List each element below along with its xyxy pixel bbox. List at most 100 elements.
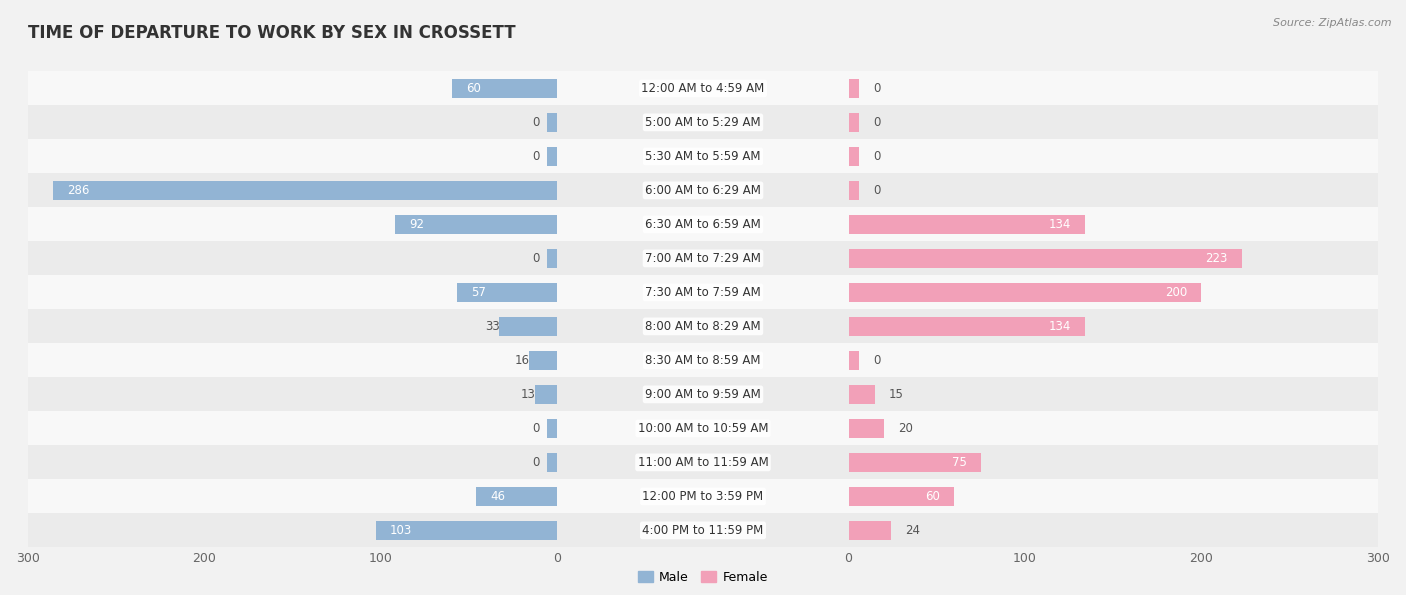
Bar bbox=[28, 173, 557, 208]
Bar bbox=[849, 317, 1085, 336]
Text: 0: 0 bbox=[873, 184, 880, 197]
Bar bbox=[28, 105, 557, 139]
Bar bbox=[849, 351, 859, 369]
Bar bbox=[557, 411, 849, 446]
Bar bbox=[849, 208, 1378, 242]
Text: 20: 20 bbox=[898, 422, 912, 435]
Bar bbox=[28, 275, 557, 309]
Text: 200: 200 bbox=[1166, 286, 1187, 299]
Bar bbox=[557, 242, 849, 275]
Text: 12:00 AM to 4:59 AM: 12:00 AM to 4:59 AM bbox=[641, 82, 765, 95]
Text: 0: 0 bbox=[533, 252, 540, 265]
Text: 8:00 AM to 8:29 AM: 8:00 AM to 8:29 AM bbox=[645, 320, 761, 333]
Text: 10:00 AM to 10:59 AM: 10:00 AM to 10:59 AM bbox=[638, 422, 768, 435]
Bar bbox=[557, 105, 849, 139]
Bar bbox=[547, 419, 557, 438]
Bar bbox=[557, 446, 849, 480]
Text: 60: 60 bbox=[925, 490, 941, 503]
Bar bbox=[557, 71, 849, 105]
Text: 0: 0 bbox=[533, 116, 540, 129]
Text: 6:00 AM to 6:29 AM: 6:00 AM to 6:29 AM bbox=[645, 184, 761, 197]
Bar bbox=[499, 317, 557, 336]
Text: 0: 0 bbox=[533, 422, 540, 435]
Text: 33: 33 bbox=[485, 320, 501, 333]
Bar bbox=[557, 377, 849, 411]
Bar bbox=[28, 377, 557, 411]
Text: 12:00 PM to 3:59 PM: 12:00 PM to 3:59 PM bbox=[643, 490, 763, 503]
Text: Source: ZipAtlas.com: Source: ZipAtlas.com bbox=[1274, 18, 1392, 28]
Bar bbox=[849, 487, 955, 506]
Text: 24: 24 bbox=[905, 524, 920, 537]
Text: 7:00 AM to 7:29 AM: 7:00 AM to 7:29 AM bbox=[645, 252, 761, 265]
Bar bbox=[849, 242, 1378, 275]
Text: 16: 16 bbox=[515, 354, 530, 367]
Text: 5:00 AM to 5:29 AM: 5:00 AM to 5:29 AM bbox=[645, 116, 761, 129]
Text: 223: 223 bbox=[1205, 252, 1227, 265]
Bar bbox=[28, 343, 557, 377]
Bar bbox=[28, 139, 557, 173]
Bar bbox=[28, 513, 557, 547]
Bar bbox=[849, 215, 1085, 234]
Bar bbox=[849, 113, 859, 131]
Bar bbox=[849, 480, 1378, 513]
Bar bbox=[529, 351, 557, 369]
Bar bbox=[451, 79, 557, 98]
Bar bbox=[849, 343, 1378, 377]
Bar bbox=[849, 105, 1378, 139]
Bar bbox=[53, 181, 557, 200]
Bar bbox=[477, 487, 557, 506]
Bar bbox=[28, 446, 557, 480]
Text: 11:00 AM to 11:59 AM: 11:00 AM to 11:59 AM bbox=[638, 456, 768, 469]
Bar bbox=[375, 521, 557, 540]
Text: 103: 103 bbox=[389, 524, 412, 537]
Bar bbox=[557, 139, 849, 173]
Bar bbox=[557, 208, 849, 242]
Bar bbox=[547, 113, 557, 131]
Bar bbox=[28, 411, 557, 446]
Bar bbox=[557, 480, 849, 513]
Bar bbox=[547, 249, 557, 268]
Text: 9:00 AM to 9:59 AM: 9:00 AM to 9:59 AM bbox=[645, 388, 761, 401]
Text: 92: 92 bbox=[409, 218, 425, 231]
Bar bbox=[849, 411, 1378, 446]
Bar bbox=[534, 385, 557, 404]
Bar bbox=[28, 208, 557, 242]
Bar bbox=[557, 275, 849, 309]
Bar bbox=[849, 513, 1378, 547]
Bar bbox=[849, 453, 981, 472]
Bar bbox=[849, 249, 1241, 268]
Bar bbox=[557, 343, 849, 377]
Text: 7:30 AM to 7:59 AM: 7:30 AM to 7:59 AM bbox=[645, 286, 761, 299]
Bar bbox=[28, 309, 557, 343]
Bar bbox=[849, 275, 1378, 309]
Text: 15: 15 bbox=[889, 388, 904, 401]
Bar bbox=[457, 283, 557, 302]
Bar bbox=[849, 71, 1378, 105]
Bar bbox=[547, 453, 557, 472]
Bar bbox=[395, 215, 557, 234]
Text: 0: 0 bbox=[873, 82, 880, 95]
Text: 8:30 AM to 8:59 AM: 8:30 AM to 8:59 AM bbox=[645, 354, 761, 367]
Bar bbox=[547, 147, 557, 166]
Text: 0: 0 bbox=[533, 456, 540, 469]
Text: 0: 0 bbox=[873, 150, 880, 163]
Bar bbox=[849, 419, 884, 438]
Bar bbox=[557, 309, 849, 343]
Text: 134: 134 bbox=[1049, 320, 1071, 333]
Bar bbox=[849, 79, 859, 98]
Bar bbox=[849, 385, 875, 404]
Text: 5:30 AM to 5:59 AM: 5:30 AM to 5:59 AM bbox=[645, 150, 761, 163]
Legend: Male, Female: Male, Female bbox=[633, 566, 773, 588]
Bar bbox=[849, 309, 1378, 343]
Bar bbox=[28, 71, 557, 105]
Bar bbox=[849, 446, 1378, 480]
Bar bbox=[557, 173, 849, 208]
Text: 75: 75 bbox=[952, 456, 967, 469]
Text: TIME OF DEPARTURE TO WORK BY SEX IN CROSSETT: TIME OF DEPARTURE TO WORK BY SEX IN CROS… bbox=[28, 24, 516, 42]
Text: 0: 0 bbox=[533, 150, 540, 163]
Text: 286: 286 bbox=[67, 184, 90, 197]
Bar bbox=[849, 521, 891, 540]
Bar bbox=[28, 242, 557, 275]
Text: 13: 13 bbox=[520, 388, 536, 401]
Bar bbox=[557, 513, 849, 547]
